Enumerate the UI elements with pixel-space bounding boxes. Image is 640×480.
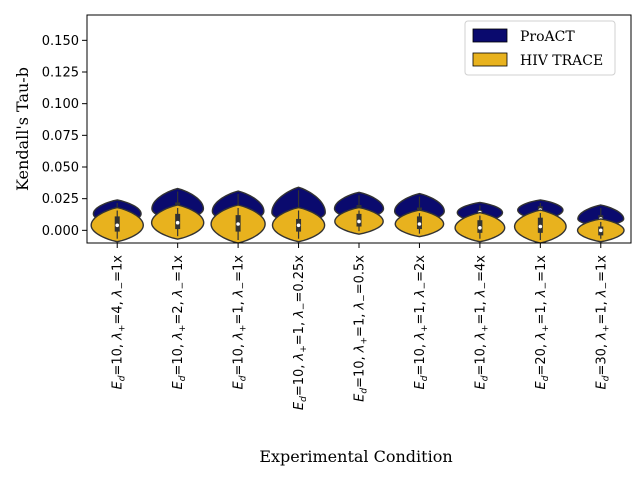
median-point-hiv-trace bbox=[357, 219, 361, 224]
legend-swatch-hiv-trace bbox=[472, 52, 508, 67]
median-point-hiv-trace bbox=[598, 228, 603, 233]
plot-area bbox=[90, 186, 625, 244]
x-tick-label: Ed=10, λ+=1, λ−=0.5x bbox=[353, 255, 370, 402]
legend-label-proact: ProACT bbox=[520, 29, 575, 45]
y-axis-title: Kendall's Tau-b bbox=[13, 67, 32, 191]
y-tick-label: 0.000 bbox=[42, 224, 79, 239]
x-tick-label: Ed=10, λ+=1, λ−=1x bbox=[232, 255, 249, 390]
y-tick-label: 0.125 bbox=[42, 66, 79, 81]
y-tick-label: 0.025 bbox=[42, 192, 79, 207]
legend-label-hiv-trace: HIV TRACE bbox=[520, 53, 603, 69]
median-point-hiv-trace bbox=[115, 223, 120, 228]
x-tick-label: Ed=10, λ+=2, λ−=1x bbox=[171, 255, 188, 390]
y-tick-label: 0.150 bbox=[42, 34, 79, 49]
median-point-hiv-trace bbox=[478, 226, 482, 230]
x-axis: Ed=10, λ+=4, λ−=1x Ed=10, λ+=2, λ−=1x Ed=1… bbox=[111, 243, 611, 410]
x-axis-title: Experimental Condition bbox=[259, 447, 452, 466]
legend-swatch-proact bbox=[472, 28, 508, 43]
median-point-hiv-trace bbox=[175, 220, 180, 225]
x-tick-label: Ed=10, λ+=1, λ−=4x bbox=[473, 255, 490, 390]
y-tick-label: 0.075 bbox=[42, 129, 79, 144]
y-axis: 0.000 0.025 0.050 0.075 0.100 0.125 0.150 bbox=[42, 34, 87, 239]
legend: ProACT HIV TRACE bbox=[464, 20, 616, 76]
x-tick-label: Ed=10, λ+=4, λ−=1x bbox=[111, 255, 128, 390]
y-tick-label: 0.050 bbox=[42, 161, 79, 176]
x-tick-label: Ed=10, λ+=1, λ−=2x bbox=[413, 255, 430, 390]
x-tick-label: Ed=20, λ+=1, λ−=1x bbox=[534, 255, 551, 390]
median-point-hiv-trace bbox=[538, 224, 543, 229]
x-tick-label: Ed=10, λ+=1, λ−=0.25x bbox=[292, 255, 309, 410]
y-tick-label: 0.100 bbox=[42, 97, 79, 112]
x-tick-label: Ed=30, λ+=1, λ−=1x bbox=[594, 255, 611, 390]
median-point-hiv-trace bbox=[296, 223, 301, 228]
median-point-hiv-trace bbox=[417, 222, 422, 226]
median-point-hiv-trace bbox=[236, 222, 240, 226]
